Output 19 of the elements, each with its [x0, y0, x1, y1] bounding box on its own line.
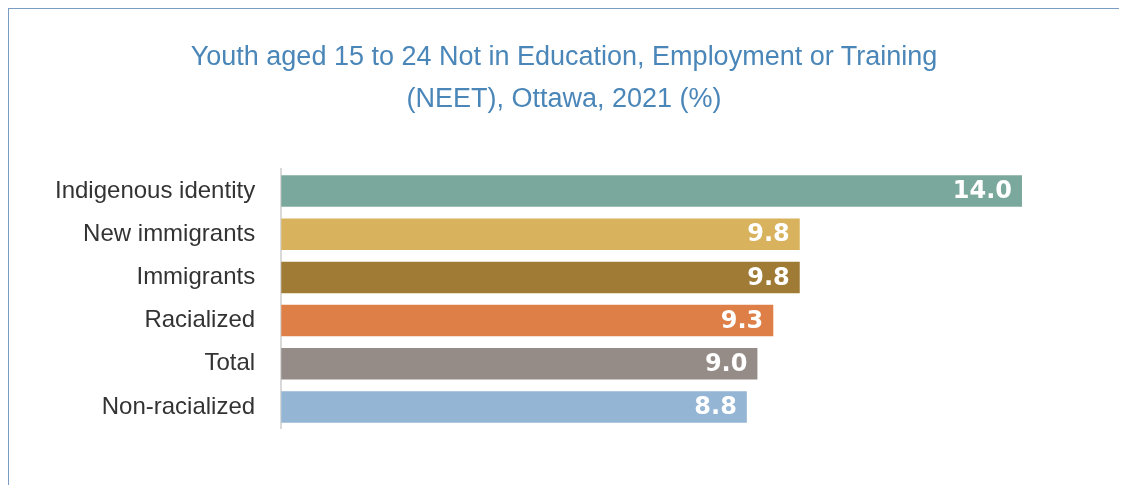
- data-label: 14.0: [952, 176, 1012, 205]
- y-tick-label: Total: [204, 348, 256, 376]
- bar: [281, 391, 747, 423]
- bar: [281, 218, 800, 250]
- data-label: 9.8: [747, 219, 790, 248]
- bar: [281, 348, 758, 380]
- y-tick-label: Immigrants: [136, 262, 256, 290]
- data-label: 8.8: [694, 392, 737, 421]
- data-label: 9.8: [747, 262, 790, 291]
- data-label: 9.3: [720, 305, 764, 334]
- y-tick-label: Indigenous identity: [54, 175, 256, 203]
- bar: [281, 304, 774, 337]
- y-tick-label: Racialized: [144, 305, 256, 333]
- bar: [281, 261, 800, 294]
- y-tick-label: New immigrants: [83, 218, 256, 246]
- chart-title: Youth aged 15 to 24 Not in Education, Employment or Training (NEET), Ottawa, 2021 (%): [189, 40, 939, 115]
- data-label: 9.0: [704, 349, 748, 378]
- bar: [281, 175, 1022, 207]
- y-tick-label: Non-racialized: [101, 391, 256, 419]
